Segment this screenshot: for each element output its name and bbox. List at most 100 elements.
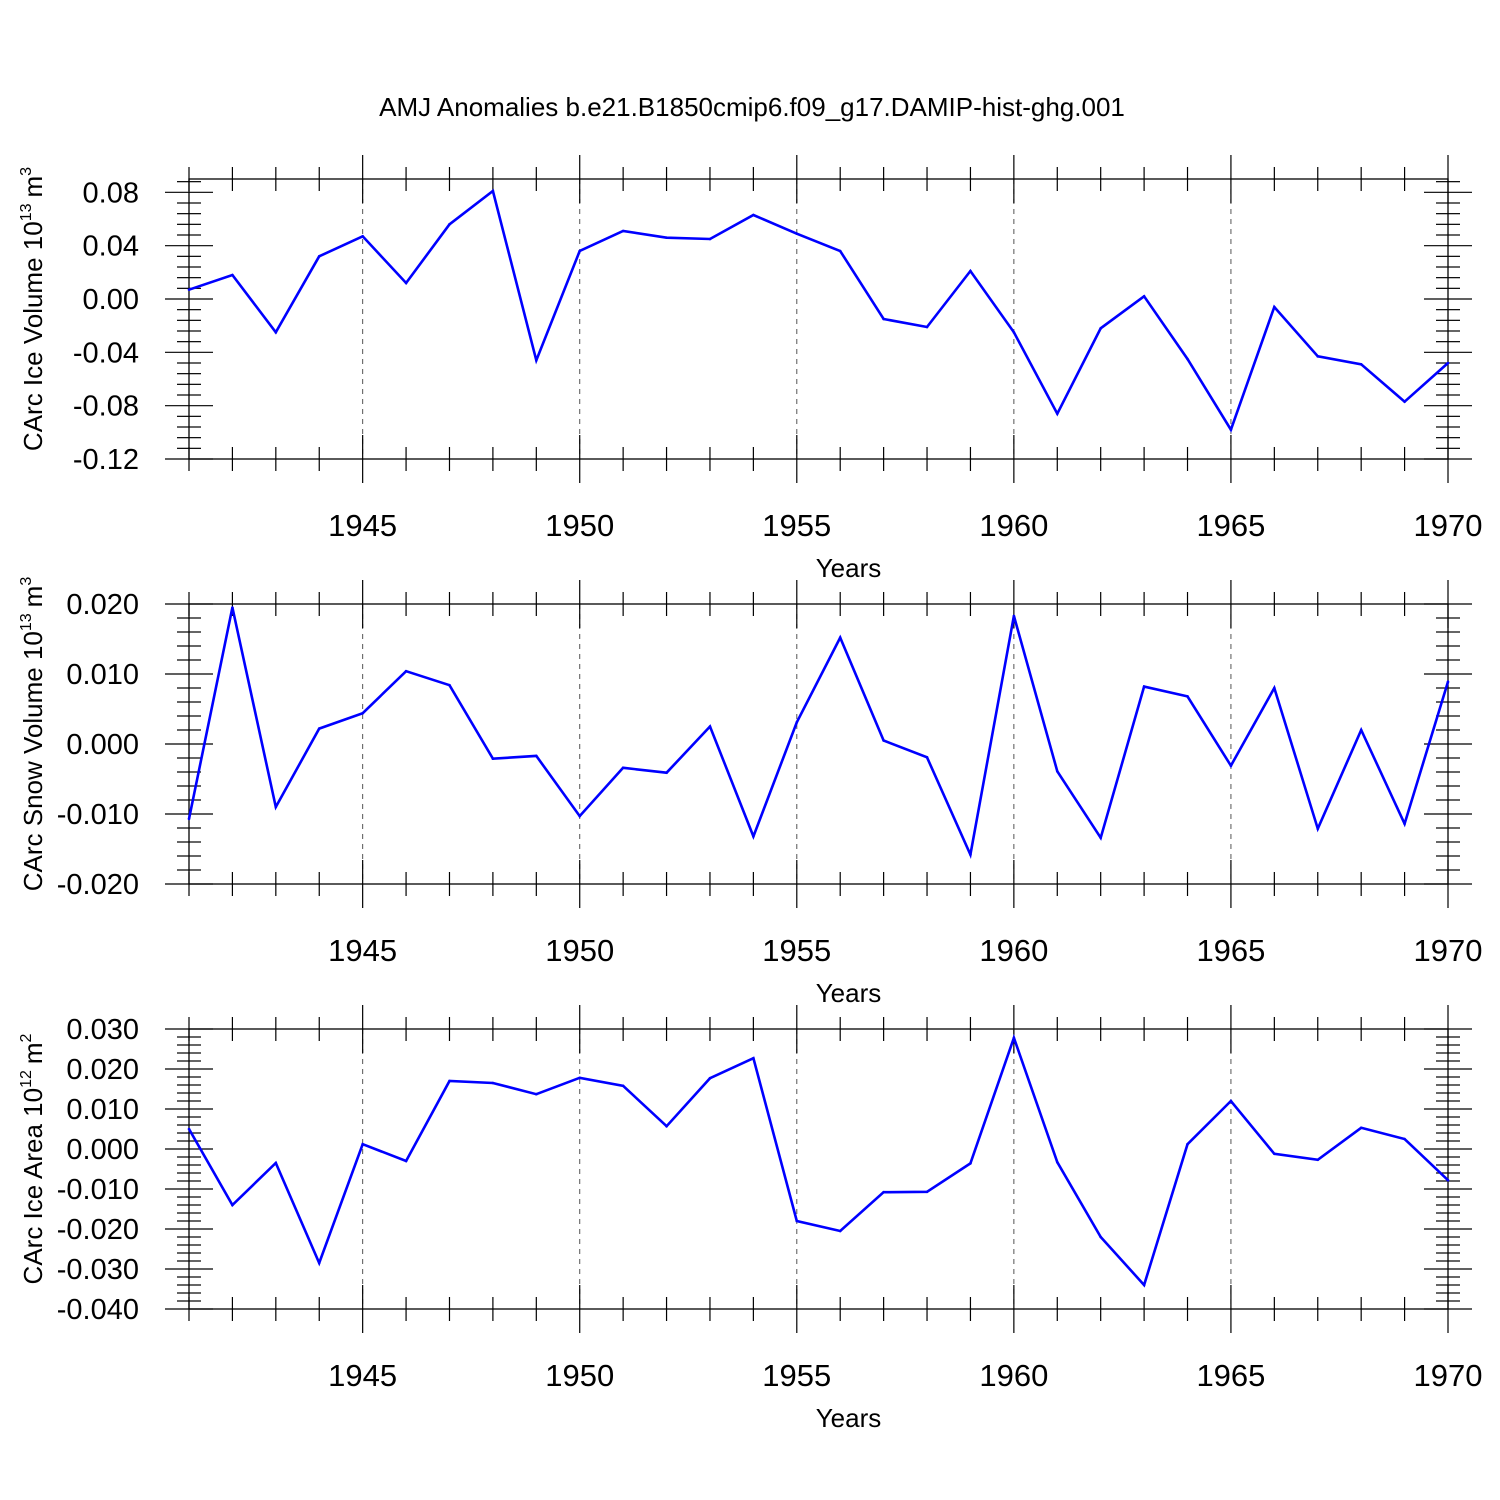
data-point-1957 [882,317,885,321]
y-axis-label-exponent: 13 [18,203,35,221]
data-point-1945 [361,235,364,238]
data-point-1963 [1142,685,1146,688]
data-point-1950 [578,249,582,253]
y-tick-label: 0.00 [83,284,139,316]
x-tick-label: 1955 [762,933,831,968]
data-point-1943 [274,331,278,334]
series-line [188,188,1449,433]
data-point-1956 [838,1229,842,1233]
x-axis-label: Years [816,1403,882,1433]
data-point-1960 [1012,331,1016,334]
x-tick-label: 1950 [545,1358,614,1393]
y-tick-label: 0.000 [66,1134,139,1166]
y-tick-label: 0.010 [66,1094,139,1126]
x-tick-label: 1960 [979,1358,1048,1393]
plot-frame [188,1028,1449,1310]
data-point-1941 [187,1127,191,1131]
y-axis-label-text: CArc Snow Volume 10 [18,631,48,891]
y-tick-label: 0.010 [66,659,139,691]
data-point-1952 [665,1124,668,1128]
data-point-1960 [1012,1036,1016,1040]
data-point-1965 [1229,1099,1233,1103]
x-tick-label: 1960 [979,508,1048,543]
data-point-1959 [969,853,972,856]
data-point-1968 [1359,1126,1363,1130]
x-tick-label: 1945 [328,508,397,543]
y-tick-label: -0.020 [57,869,139,901]
data-point-1945 [361,1142,364,1146]
data-point-1941 [187,288,191,291]
data-point-1965 [1229,428,1233,431]
y-axis-label: CArc Snow Volume 1013 m3 [18,577,48,892]
data-point-1963 [1142,295,1146,298]
data-point-1961 [1055,412,1059,415]
y-tick-label: -0.08 [73,391,139,423]
x-tick-label: 1960 [979,933,1048,968]
y-tick-label: -0.030 [57,1254,139,1286]
y-tick-label: 0.08 [83,177,139,209]
data-point-1954 [752,213,755,217]
data-point-1951 [621,1084,625,1088]
data-point-1953 [708,725,712,728]
data-point-1961 [1055,1160,1059,1164]
data-point-1966 [1273,1152,1276,1156]
series-line [187,1033,1449,1288]
data-point-1966 [1273,686,1276,690]
x-tick-label: 1950 [545,933,614,968]
y-tick-label: -0.010 [57,1174,139,1206]
y-tick-label: 0.020 [66,589,139,621]
y-axis-label-unit: m [18,1042,48,1064]
y-axis-label-unit-exponent: 3 [18,167,35,176]
y-tick-label: -0.040 [57,1294,139,1326]
y-axis-label-unit: m [18,586,48,608]
data-point-1964 [1186,1142,1189,1146]
x-axis-label: Years [816,553,882,583]
y-axis-label: CArc Ice Volume 1013 m3 [18,167,48,451]
data-point-1944 [317,1261,321,1265]
y-tick-label: -0.12 [73,444,139,476]
data-point-1948 [491,757,495,760]
series-line [187,607,1450,859]
data-point-1945 [361,711,364,715]
x-tick-label: 1965 [1196,1358,1265,1393]
data-point-1960 [1012,614,1016,618]
data-point-1959 [969,269,972,273]
data-point-1957 [882,739,885,742]
data-point-1959 [969,1162,972,1165]
y-axis-label-unit: m [18,176,48,198]
x-tick-label: 1955 [762,1358,831,1393]
data-point-1964 [1186,695,1189,698]
data-point-1947 [448,683,451,687]
data-point-1967 [1316,1158,1320,1162]
data-point-1949 [535,359,538,362]
data-point-1957 [882,1190,885,1194]
data-point-1942 [231,606,234,609]
data-point-1967 [1316,355,1320,358]
y-tick-label: 0.030 [66,1014,139,1046]
y-tick-label: -0.010 [57,799,139,831]
y-axis-label-exponent: 12 [18,1070,35,1088]
data-point-1944 [317,727,321,730]
y-axis-label-text: CArc Ice Volume 10 [18,221,48,451]
x-tick-label: 1945 [328,933,397,968]
data-point-1969 [1403,400,1406,403]
x-tick-label: 1945 [328,1358,397,1393]
panel-3: 1945 1950 1955 1960 1965 1970 -0.040 -0.030 -0.0… [18,1005,1482,1433]
data-point-1947 [448,223,451,226]
data-point-1954 [752,1056,755,1060]
data-point-1948 [491,1081,495,1085]
data-point-1969 [1403,822,1406,826]
y-tick-label: 0.000 [66,729,139,761]
data-point-1970 [1446,1178,1450,1182]
data-point-1962 [1099,327,1102,330]
plot-frame [188,603,1449,885]
data-point-1963 [1142,1283,1146,1287]
data-point-1955 [795,1219,799,1223]
data-point-1942 [231,273,234,277]
data-point-1970 [1446,680,1450,683]
data-point-1953 [708,237,712,241]
y-axis-label-exponent: 13 [18,613,35,631]
y-axis-label: CArc Ice Area 1012 m2 [18,1033,48,1284]
data-point-1968 [1359,728,1363,732]
